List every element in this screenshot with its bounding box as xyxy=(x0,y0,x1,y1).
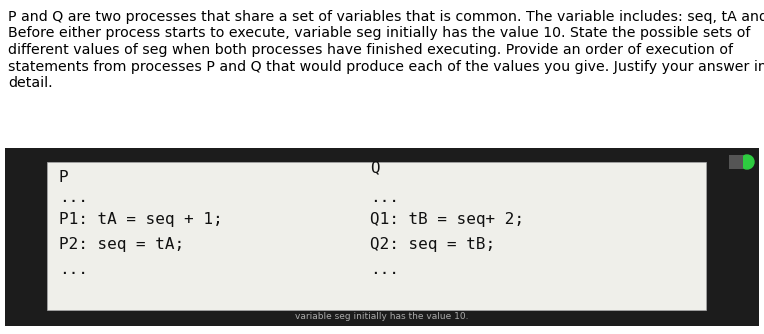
Text: P1: tA = seq + 1;: P1: tA = seq + 1; xyxy=(59,212,222,227)
Text: P2: seq = tA;: P2: seq = tA; xyxy=(59,237,184,252)
Text: Before either process starts to execute, variable seg initially has the value 10: Before either process starts to execute,… xyxy=(8,26,750,40)
Text: Q: Q xyxy=(370,160,380,175)
Text: Q1: tB = seq+ 2;: Q1: tB = seq+ 2; xyxy=(370,212,524,227)
Text: P and Q are two processes that share a set of variables that is common. The vari: P and Q are two processes that share a s… xyxy=(8,10,764,24)
Text: Q2: seq = tB;: Q2: seq = tB; xyxy=(370,237,495,252)
Text: ...: ... xyxy=(370,190,399,205)
Text: variable seg initially has the value 10.: variable seg initially has the value 10. xyxy=(295,312,469,321)
Bar xyxy=(729,155,743,169)
Text: ...: ... xyxy=(59,190,88,205)
Bar xyxy=(5,148,759,326)
Circle shape xyxy=(740,155,754,169)
Text: different values of seg when both processes have finished executing. Provide an : different values of seg when both proces… xyxy=(8,43,733,57)
Text: ...: ... xyxy=(59,262,88,277)
Bar xyxy=(47,162,706,310)
Text: P: P xyxy=(59,170,69,185)
Text: ...: ... xyxy=(370,262,399,277)
Text: statements from processes P and Q that would produce each of the values you give: statements from processes P and Q that w… xyxy=(8,59,764,73)
Text: detail.: detail. xyxy=(8,76,53,90)
